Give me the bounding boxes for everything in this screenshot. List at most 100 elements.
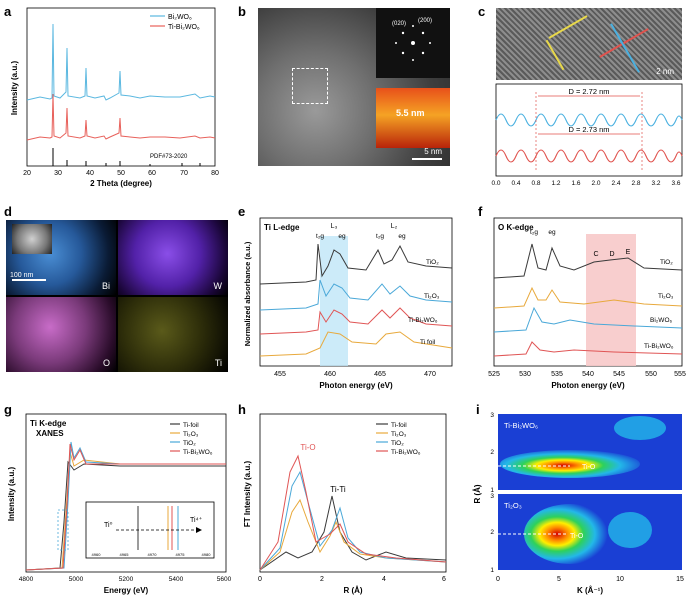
x-tick-labels: 0.0 0.4 0.8 1.2 1.6 2.0 2.4 2.8 3.2 3.6 [491,180,680,187]
element-label-o: O [102,358,110,368]
series-label-bi2wo6: Bi₂WO₆ [650,317,672,324]
svg-text:530: 530 [519,371,531,378]
svg-text:460: 460 [324,371,336,378]
bottom-title: Ti₂O₃ [504,501,522,510]
svg-text:455: 455 [274,371,286,378]
x-tick-labels: 455 460 465 470 [274,371,436,378]
ti2o3-trace [493,286,683,309]
highlight-region [320,236,348,366]
svg-text:1.6: 1.6 [571,180,580,187]
edge-label-l3: L₃ [331,223,338,230]
panel-c-line-profile: D = 2.72 nm D = 2.73 nm 0.0 0.4 0.8 1.2 … [491,83,683,187]
svg-text:0: 0 [258,576,262,583]
orbital-eg-l3: eg [338,233,346,240]
panel-e-ti-l-edge-chart: Ti L-edge L₃ L₂ t₂g eg t₂g eg TiO₂ Ti₂O₃… [243,217,453,390]
region-c: C [593,251,598,258]
blue-profile [495,113,683,127]
svg-text:465: 465 [374,371,386,378]
lattice-200: (200) [418,18,432,24]
svg-text:1: 1 [490,487,494,494]
svg-text:0: 0 [496,576,500,583]
orbital-eg-l2: eg [398,233,406,240]
svg-text:4: 4 [382,576,386,583]
sem-inset [12,224,52,254]
svg-text:15: 15 [676,576,684,583]
inset-ti0-label: Ti⁰ [104,521,113,529]
svg-text:4965: 4965 [120,552,130,557]
peak-label-ti-ti: Ti-Ti [330,485,346,494]
svg-text:535: 535 [551,371,563,378]
map-ti: Ti [118,297,228,372]
scale-bar-label: 5 nm [424,147,442,156]
svg-text:525: 525 [488,371,500,378]
panel-h-ft-exafs-chart: Ti-O Ti-Ti Ti-foil Ti₂O₃ TiO₂ Ti-Bi₂WO₆ … [243,413,447,595]
scale-bar-label: 2 nm [656,67,674,76]
svg-text:6: 6 [442,576,446,583]
chart-title: O K-edge [498,223,534,232]
svg-text:2: 2 [320,576,324,583]
series-label-tio2: TiO₂ [660,259,673,266]
x-tick-labels: 0 5 10 15 [496,576,684,583]
map-o: O [6,297,116,372]
legend-ti2o3: Ti₂O₃ [391,431,407,438]
svg-text:5400: 5400 [169,576,184,583]
ti2o3-trace [259,279,453,311]
panel-b-label: b [238,4,246,19]
svg-text:30: 30 [54,170,62,177]
element-label-bi: Bi [101,281,110,291]
svg-text:5: 5 [557,576,561,583]
y-tick-labels-bottom: 3 2 1 [490,493,494,574]
y-axis-label: FT Intensity (a.u.) [243,461,252,528]
panel-i-wavelet-chart: Ti-Bi₂WO₆ Ti₂O₃ Ti-O Ti-O 3 2 1 3 2 1 0 … [473,412,684,595]
panel-d-label: d [4,204,12,219]
pdf-reference-sticks [52,148,201,166]
pdf-label: PDF#73-2020 [150,154,188,160]
tio2-trace [259,243,453,285]
scale-bar-label: 100 nm [10,272,34,279]
y-axis-label: Normalized absorbance (a.u.) [243,241,252,346]
map-w: W [118,220,228,295]
svg-text:80: 80 [211,170,219,177]
series-label-ti2o3: Ti₂O₃ [424,293,440,300]
panel-g-label: g [4,402,12,417]
element-label-w: W [213,281,223,291]
panel-h-label: h [238,402,246,417]
x-tick-labels: 0 2 4 6 [258,576,446,583]
tio2-trace [493,243,683,279]
panel-c-label: c [478,4,486,19]
svg-text:3.2: 3.2 [651,180,660,187]
svg-text:2: 2 [490,529,494,536]
particle-inset: 5.5 nm [376,88,450,148]
svg-text:40: 40 [86,170,94,177]
legend-ti2o3: Ti₂O₃ [183,431,199,438]
panel-g-xanes-chart: Ti K-edge XANES Ti-foil Ti₂O₃ TiO₂ Ti-Bi… [7,413,232,595]
chart-title: Ti L-edge [264,223,300,232]
ti-foil-trace [259,331,453,357]
panel-a-label: a [4,4,12,19]
svg-text:540: 540 [582,371,594,378]
legend-tio2: TiO₂ [183,440,196,447]
panel-f-o-k-edge-chart: O K-edge t₂g eg C D E TiO₂ Ti₂O₃ Bi₂WO₆ … [488,217,686,390]
scale-bar [412,158,442,160]
orbital-t2g-l2: t₂g [376,233,384,240]
svg-text:0.0: 0.0 [491,180,500,187]
legend-ti-bi2wo6: Ti-Bi₂WO₆ [168,24,200,31]
ti-bi2wo6-trace [25,443,226,571]
yellow-measure-line [548,15,588,39]
panel-e-label: e [238,204,246,219]
legend-ti-foil: Ti-foil [391,422,407,429]
chart-subtitle: XANES [36,429,64,438]
red-profile [495,149,683,163]
peak-label-ti-o: Ti-O [300,443,315,452]
map-bi: 100 nm Bi [6,220,116,295]
y-axis-label: R (Å) [473,484,482,503]
x-axis-label: 2 Theta (degree) [90,179,152,188]
legend-ti-bi2wo6: Ti-Bi₂WO₆ [183,449,213,456]
inset-frame [85,501,215,559]
series-label-tio2: TiO₂ [426,259,439,266]
svg-text:0.8: 0.8 [531,180,540,187]
plot-frame [26,7,216,167]
bi2wo6-trace [493,306,683,333]
svg-text:5000: 5000 [69,576,84,583]
d2-label: D = 2.73 nm [568,125,609,134]
